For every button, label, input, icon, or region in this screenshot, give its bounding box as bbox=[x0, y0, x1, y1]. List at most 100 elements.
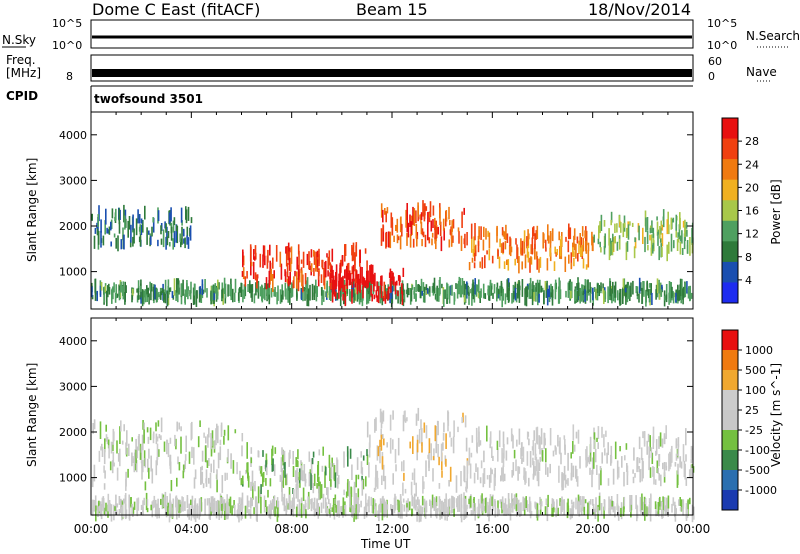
heatmap-cell bbox=[140, 291, 142, 304]
heatmap-cell bbox=[174, 434, 176, 447]
heatmap-cell bbox=[415, 293, 417, 302]
heatmap-cell bbox=[370, 285, 372, 296]
heatmap-cell bbox=[567, 452, 569, 471]
heatmap-cell bbox=[512, 498, 515, 506]
heatmap-cell bbox=[147, 436, 150, 444]
y-tick-label: 4000 bbox=[59, 335, 87, 348]
heatmap-cell bbox=[310, 263, 313, 272]
heatmap-cell bbox=[215, 428, 217, 446]
velocity-ylabel: Slant Range [km] bbox=[25, 362, 39, 467]
heatmap-cell bbox=[322, 493, 325, 509]
heatmap-cell bbox=[199, 498, 202, 514]
heatmap-cell bbox=[435, 496, 438, 507]
heatmap-cell bbox=[335, 275, 337, 290]
heatmap-cell bbox=[260, 466, 263, 477]
heatmap-cell bbox=[138, 214, 141, 224]
heatmap-cell bbox=[281, 468, 283, 481]
heatmap-cell bbox=[107, 229, 110, 234]
heatmap-cell bbox=[175, 290, 177, 301]
heatmap-cell bbox=[377, 285, 380, 304]
heatmap-cell bbox=[103, 465, 105, 473]
heatmap-cell bbox=[347, 262, 350, 273]
heatmap-cell bbox=[314, 508, 317, 515]
heatmap-cell bbox=[122, 498, 125, 504]
heatmap-cell bbox=[132, 507, 135, 514]
heatmap-cell bbox=[283, 450, 286, 464]
heatmap-cell bbox=[297, 244, 300, 255]
heatmap-cell bbox=[308, 251, 310, 270]
heatmap-cell bbox=[580, 237, 582, 248]
heatmap-cell bbox=[602, 283, 604, 289]
heatmap-cell bbox=[576, 290, 579, 303]
heatmap-cell bbox=[541, 287, 544, 292]
heatmap-cell bbox=[611, 500, 613, 507]
heatmap-cell bbox=[654, 501, 657, 509]
x-tick-label: 00:00 bbox=[74, 522, 109, 536]
heatmap-cell bbox=[428, 213, 431, 218]
heatmap-cell bbox=[382, 464, 385, 471]
heatmap-cell bbox=[523, 239, 526, 254]
heatmap-cell bbox=[533, 461, 535, 478]
heatmap-cell bbox=[276, 497, 279, 512]
heatmap-cell bbox=[209, 472, 212, 489]
heatmap-cell bbox=[529, 257, 531, 273]
heatmap-cell bbox=[604, 292, 607, 299]
heatmap-cell bbox=[135, 438, 137, 456]
heatmap-cell bbox=[395, 289, 397, 300]
heatmap-cell bbox=[265, 460, 267, 472]
heatmap-cell bbox=[652, 436, 655, 449]
heatmap-cell bbox=[625, 443, 628, 450]
heatmap-cell bbox=[318, 248, 320, 266]
heatmap-cell bbox=[396, 280, 398, 286]
heatmap-cell bbox=[675, 225, 678, 238]
heatmap-cell bbox=[529, 286, 531, 297]
heatmap-cell bbox=[373, 294, 376, 300]
heatmap-cell bbox=[423, 481, 425, 490]
heatmap-cell bbox=[439, 221, 442, 236]
heatmap-cell bbox=[452, 496, 454, 508]
heatmap-cell bbox=[550, 233, 552, 241]
heatmap-cell bbox=[570, 452, 572, 459]
heatmap-cell bbox=[381, 412, 384, 424]
power-colorbar-tick-label: 28 bbox=[745, 135, 759, 148]
heatmap-cell bbox=[187, 288, 189, 294]
heatmap-cell bbox=[691, 447, 693, 460]
heatmap-cell bbox=[227, 425, 230, 441]
heatmap-cell bbox=[651, 220, 653, 233]
heatmap-cell bbox=[524, 288, 526, 306]
heatmap-cell bbox=[602, 288, 604, 294]
heatmap-cell bbox=[392, 280, 395, 292]
heatmap-cell bbox=[301, 470, 304, 482]
heatmap-cell bbox=[512, 506, 514, 513]
heatmap-cell bbox=[385, 294, 387, 299]
heatmap-cell bbox=[259, 286, 262, 297]
heatmap-cell bbox=[94, 495, 97, 511]
heatmap-cell bbox=[131, 503, 133, 515]
heatmap-cell bbox=[159, 287, 162, 294]
heatmap-cell bbox=[119, 209, 121, 220]
heatmap-cell bbox=[343, 451, 345, 468]
heatmap-cell bbox=[548, 285, 551, 298]
heatmap-cell bbox=[625, 242, 628, 261]
heatmap-cell bbox=[329, 467, 331, 481]
heatmap-cell bbox=[478, 503, 480, 511]
power-colorbar-tick-label: 8 bbox=[745, 251, 752, 264]
heatmap-cell bbox=[282, 290, 284, 300]
velocity-colorbar-tick-label: 25 bbox=[745, 404, 759, 417]
heatmap-cell bbox=[660, 509, 663, 518]
heatmap-cell bbox=[287, 276, 290, 287]
heatmap-cell bbox=[373, 487, 376, 492]
heatmap-cell bbox=[92, 499, 94, 508]
heatmap-cell bbox=[402, 482, 404, 496]
heatmap-cell bbox=[155, 433, 158, 445]
heatmap-cell bbox=[287, 242, 290, 261]
heatmap-cell bbox=[448, 480, 450, 487]
power-colorbar-swatch bbox=[722, 200, 738, 222]
heatmap-cell bbox=[413, 468, 416, 486]
heatmap-cell bbox=[507, 493, 510, 510]
heatmap-cell bbox=[497, 249, 499, 257]
heatmap-cell bbox=[472, 503, 475, 514]
heatmap-cell bbox=[652, 227, 655, 238]
heatmap-cell bbox=[380, 228, 383, 246]
heatmap-cell bbox=[536, 471, 539, 482]
